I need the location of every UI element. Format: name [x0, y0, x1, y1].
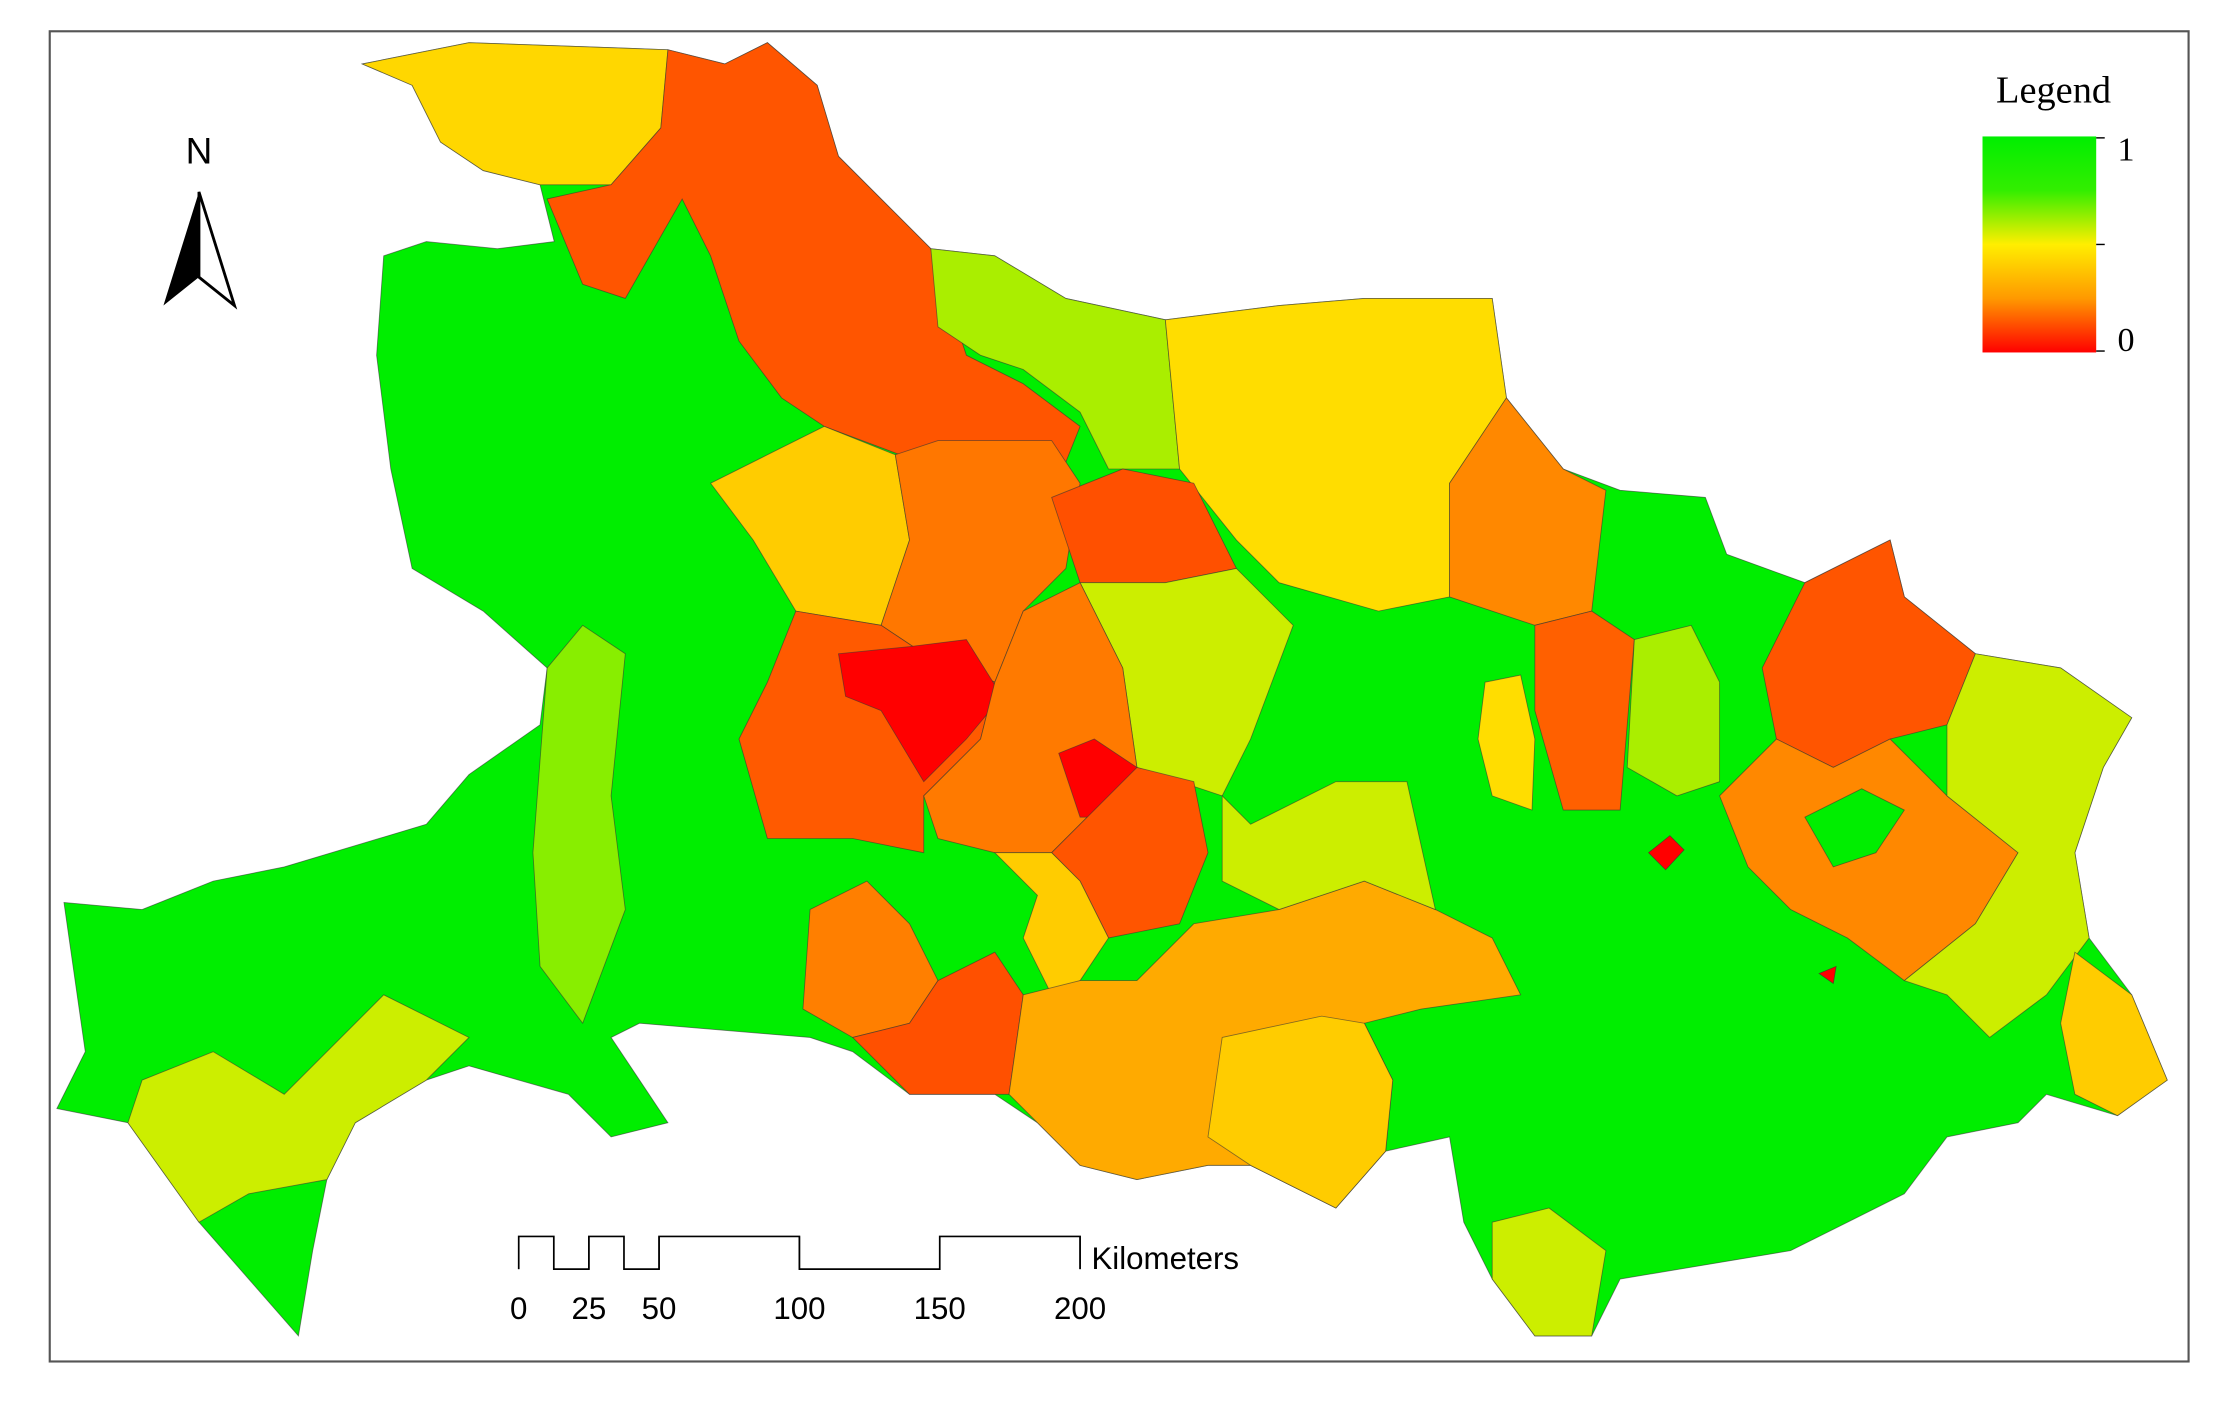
legend-title: Legend [1996, 69, 2111, 111]
scale-unit: Kilometers [1091, 1241, 1239, 1276]
legend-tick-label: 0 [2118, 322, 2135, 359]
map-region [127, 994, 470, 1223]
map-region [2060, 951, 2168, 1117]
north-label: N [186, 130, 213, 171]
arrow-right [197, 191, 238, 310]
map-region [1647, 835, 1685, 871]
map-region [837, 639, 1003, 783]
scale-tick-label: 150 [914, 1291, 966, 1326]
map-region [1491, 1207, 1607, 1337]
map-region [930, 248, 1181, 470]
map-region [1804, 788, 1905, 868]
map-region [851, 951, 1024, 1095]
map-region [1626, 624, 1721, 797]
map-region [1903, 653, 2133, 1039]
map-region [1477, 674, 1536, 811]
scale-tick-label: 200 [1054, 1291, 1106, 1326]
map-region [1818, 965, 1837, 985]
map-region [1221, 781, 1436, 911]
scale-tick-label: 0 [510, 1291, 527, 1326]
legend-tick-label: 1 [2118, 132, 2135, 169]
legend-ramp [1982, 136, 2097, 353]
scale-bar: Kilometers 0 25 50 100 150 200 [510, 1235, 1239, 1326]
scale-tick-label: 25 [572, 1291, 607, 1326]
map-region [1534, 610, 1635, 811]
scale-tick-label: 50 [642, 1291, 677, 1326]
scale-tick-label: 100 [773, 1291, 825, 1326]
region-layer [56, 42, 2168, 1337]
map-region [1207, 1015, 1394, 1209]
map-region [1761, 539, 1976, 768]
north-arrow: N [163, 130, 238, 310]
map-region [360, 42, 669, 186]
map-region [532, 624, 626, 1025]
legend: Legend 1 0 [1982, 69, 2135, 359]
